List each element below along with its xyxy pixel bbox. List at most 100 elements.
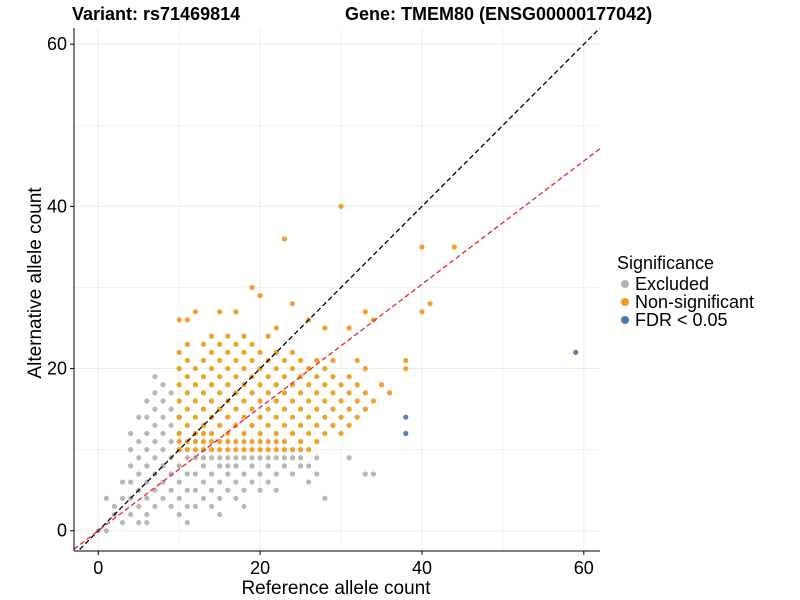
point-excluded — [273, 487, 279, 493]
point-excluded — [200, 495, 207, 501]
point-non-significant — [419, 309, 425, 315]
point-non-significant — [233, 374, 239, 380]
point-excluded — [160, 414, 166, 420]
point-excluded — [176, 511, 182, 518]
point-non-significant — [208, 349, 215, 355]
point-non-significant — [249, 438, 255, 445]
point-non-significant — [265, 438, 271, 445]
legend-item-excluded: Excluded — [617, 274, 754, 294]
point-excluded — [184, 471, 190, 477]
point-non-significant — [281, 357, 287, 364]
point-non-significant — [346, 406, 352, 412]
point-non-significant — [297, 406, 304, 412]
point-non-significant — [184, 341, 190, 347]
point-excluded — [152, 390, 158, 396]
point-excluded — [152, 438, 158, 445]
point-non-significant — [176, 365, 182, 372]
point-excluded — [217, 455, 223, 461]
point-excluded — [265, 479, 271, 485]
x-tick-label: 40 — [412, 558, 432, 578]
point-fdr — [403, 430, 409, 437]
point-non-significant — [176, 414, 182, 420]
point-excluded — [103, 495, 109, 501]
point-excluded — [160, 430, 166, 437]
point-excluded — [111, 503, 118, 510]
legend-label-non-significant: Non-significant — [635, 291, 755, 312]
point-non-significant — [322, 365, 328, 372]
point-excluded — [136, 455, 142, 461]
point-non-significant — [200, 438, 207, 445]
point-non-significant — [289, 349, 296, 355]
point-excluded — [152, 455, 158, 461]
point-non-significant — [217, 357, 223, 364]
point-non-significant — [403, 357, 409, 364]
point-non-significant — [306, 430, 312, 437]
point-non-significant — [314, 438, 320, 445]
point-non-significant — [249, 422, 255, 428]
point-non-significant — [314, 422, 320, 428]
point-non-significant — [233, 341, 239, 347]
point-non-significant — [249, 341, 255, 347]
point-non-significant — [330, 390, 336, 396]
point-non-significant — [306, 398, 312, 404]
point-excluded — [297, 463, 304, 469]
point-non-significant — [192, 398, 198, 404]
point-non-significant — [241, 333, 247, 339]
point-non-significant — [338, 203, 344, 209]
point-excluded — [152, 422, 158, 428]
point-excluded — [176, 479, 182, 485]
point-non-significant — [419, 244, 425, 250]
point-excluded — [225, 463, 231, 469]
point-non-significant — [273, 438, 279, 445]
point-excluded — [257, 487, 263, 493]
point-non-significant — [314, 374, 320, 380]
point-non-significant — [241, 447, 247, 453]
point-non-significant — [184, 406, 190, 412]
point-non-significant — [289, 301, 296, 307]
point-non-significant — [297, 447, 304, 453]
variant-title: Variant: rs71469814 — [72, 4, 241, 24]
point-excluded — [233, 495, 239, 501]
point-excluded — [217, 463, 223, 469]
point-non-significant — [249, 284, 255, 291]
point-non-significant — [241, 365, 247, 372]
point-non-significant — [257, 398, 263, 404]
point-excluded — [160, 495, 166, 501]
point-non-significant — [346, 422, 352, 428]
point-excluded — [249, 455, 255, 461]
point-non-significant — [208, 438, 215, 445]
y-tick-label: 0 — [57, 521, 67, 541]
point-non-significant — [176, 382, 182, 388]
x-tick-label: 20 — [250, 558, 270, 578]
point-excluded — [136, 520, 142, 526]
point-non-significant — [225, 438, 231, 445]
point-non-significant — [225, 382, 231, 388]
point-excluded — [119, 520, 126, 526]
point-non-significant — [208, 333, 215, 339]
point-non-significant — [208, 365, 215, 372]
point-excluded — [136, 414, 142, 420]
point-excluded — [281, 463, 287, 469]
point-non-significant — [265, 374, 271, 380]
point-excluded — [144, 414, 150, 420]
point-non-significant — [217, 447, 223, 453]
point-non-significant — [208, 447, 215, 453]
point-excluded — [249, 479, 255, 485]
legend-title: Significance — [617, 253, 715, 273]
point-non-significant — [273, 382, 279, 388]
point-non-significant — [192, 382, 198, 388]
point-non-significant — [208, 398, 215, 404]
point-excluded — [184, 455, 190, 461]
point-non-significant — [281, 374, 287, 380]
point-non-significant — [362, 309, 368, 315]
point-excluded — [346, 455, 352, 461]
point-non-significant — [200, 390, 207, 396]
point-non-significant — [354, 414, 360, 420]
point-non-significant — [289, 365, 296, 372]
point-excluded — [168, 438, 174, 445]
point-non-significant — [354, 382, 360, 388]
point-non-significant — [249, 406, 255, 412]
point-non-significant — [322, 414, 328, 420]
point-non-significant — [322, 325, 328, 331]
